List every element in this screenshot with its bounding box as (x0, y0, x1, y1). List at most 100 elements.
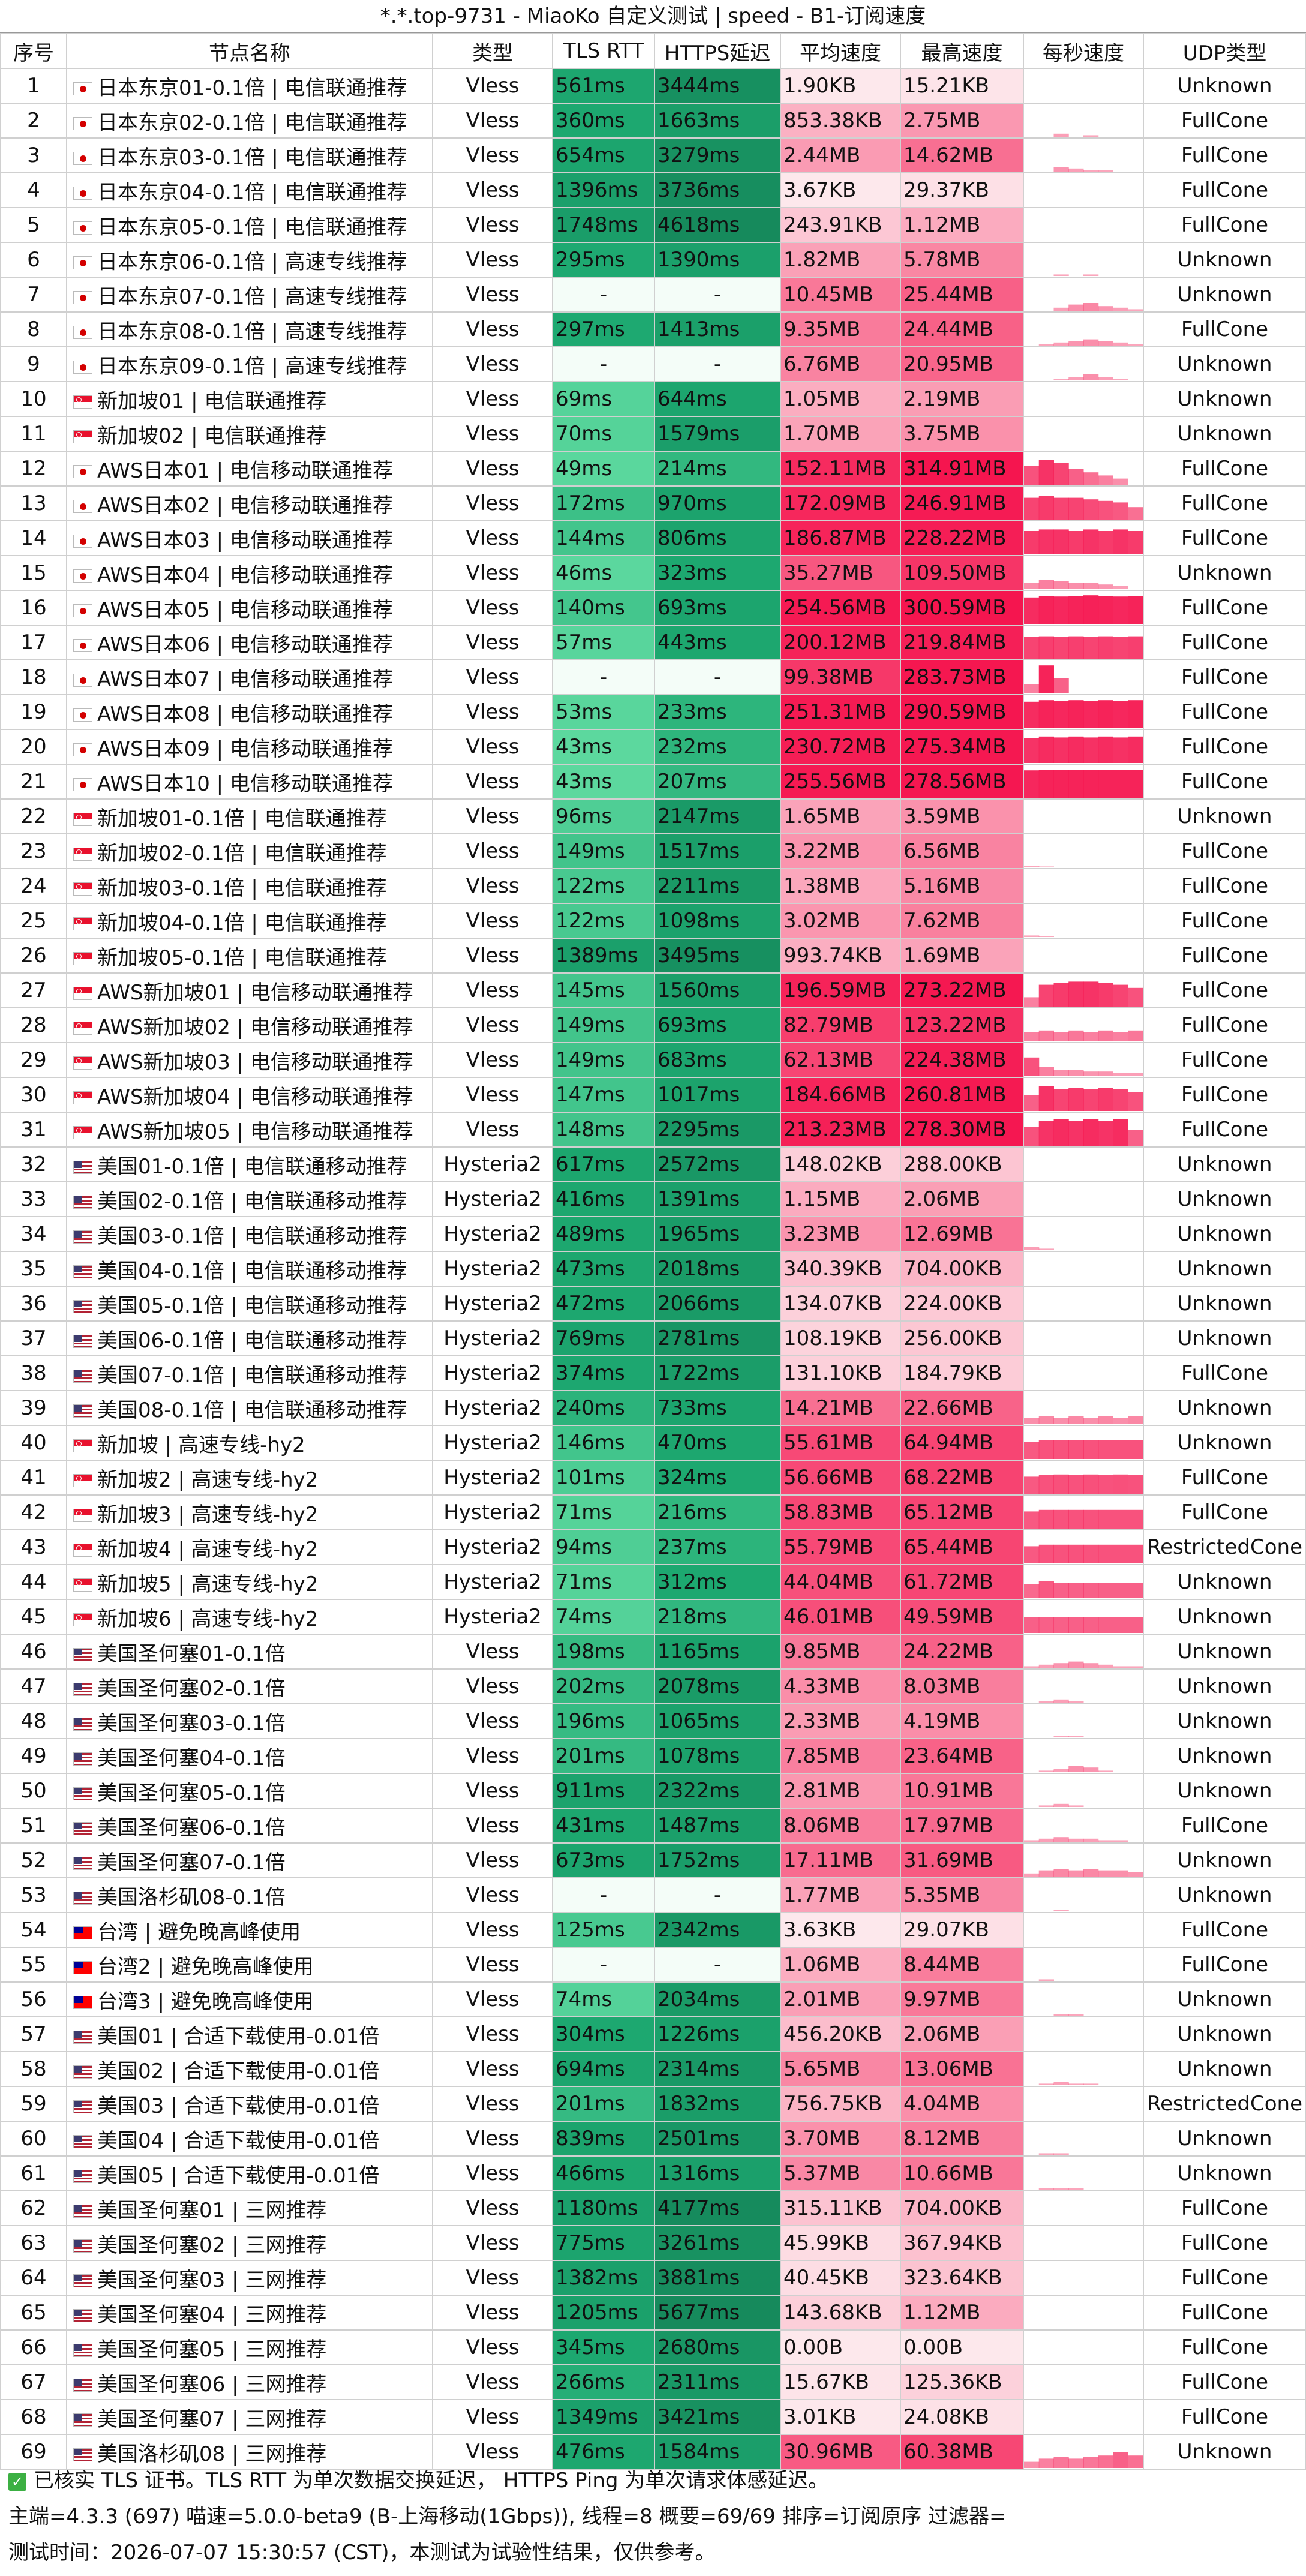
tls-rtt-cell: - (552, 1877, 655, 1913)
speed-sparkline-cell (1023, 1077, 1144, 1113)
udp-type-cell: FullCone (1143, 311, 1306, 347)
table-row: 38 美国07-0.1倍 | 电信联通移动推荐 Hysteria2 374ms 1722… (0, 1355, 1306, 1391)
speed-sparkline-cell (1023, 2295, 1144, 2331)
sparkline-bar (1025, 1476, 1040, 1494)
speed-sparkline (1024, 2227, 1143, 2259)
tls-rtt-cell: 74ms (552, 1981, 655, 2017)
flag-sg-icon (73, 1544, 92, 1557)
sparkline-bar (1025, 597, 1040, 624)
speed-sparkline (1024, 939, 1143, 972)
type-cell: Hysteria2 (432, 1564, 553, 1600)
node-name: 美国圣何塞02 | 三网推荐 (97, 2233, 327, 2257)
node-name: 美国圣何塞04 | 三网推荐 (97, 2302, 327, 2327)
udp-type-cell: FullCone (1143, 1808, 1306, 1844)
speed-sparkline-cell (1023, 1634, 1144, 1670)
udp-type-cell: FullCone (1143, 137, 1306, 173)
sparkline-bar (1113, 701, 1128, 728)
avg-speed-cell: 1.82MB (780, 242, 901, 278)
type-cell: Vless (432, 242, 553, 278)
max-speed-cell: 367.94KB (900, 2225, 1024, 2261)
sparkline-bar (1128, 1130, 1142, 1146)
flag-jp-icon (73, 535, 92, 548)
speed-sparkline (1053, 1736, 1084, 1737)
node-name-cell: AWS新加坡05 | 电信移动联通推荐 (66, 1112, 433, 1148)
speed-sparkline-cell (1023, 2016, 1144, 2052)
speed-sparkline-cell (1023, 103, 1144, 139)
type-cell: Vless (432, 1912, 553, 1948)
avg-speed-cell: 148.02KB (780, 1146, 901, 1182)
type-cell: Vless (432, 2329, 553, 2365)
speed-sparkline (1025, 496, 1142, 520)
node-name: 日本东京08-0.1倍 | 高速专线推荐 (97, 319, 407, 344)
node-name: 美国03-0.1倍 | 电信联通移动推荐 (97, 1224, 407, 1248)
type-cell: Hysteria2 (432, 1460, 553, 1496)
node-name: 新加坡 | 高速专线-hy2 (97, 1433, 305, 1457)
node-name: AWS新加坡01 | 电信移动联通推荐 (97, 980, 413, 1005)
sparkline-bar (1128, 1544, 1142, 1563)
sparkline-bar (1113, 379, 1128, 380)
https-latency-cell: 1098ms (654, 903, 781, 939)
udp-type-cell: FullCone (1143, 520, 1306, 556)
speed-sparkline-cell (1023, 1738, 1144, 1774)
https-latency-cell: 1560ms (654, 972, 781, 1008)
sparkline-bar (1038, 1805, 1054, 1807)
node-name: AWS新加坡02 | 电信移动联通推荐 (97, 1015, 413, 1040)
sparkline-bar (1098, 475, 1113, 485)
index-cell: 6 (0, 242, 67, 278)
table-row: 16 AWS日本05 | 电信移动联通推荐 Vless 140ms 693ms 254.5… (0, 590, 1306, 626)
flag-us-icon (73, 1683, 92, 1696)
https-latency-cell: 2078ms (654, 1668, 781, 1704)
type-cell: Vless (432, 277, 553, 313)
sparkline-bar (1025, 701, 1040, 728)
speed-sparkline (1024, 1183, 1143, 1215)
https-latency-cell: 2680ms (654, 2329, 781, 2365)
sparkline-bar (1038, 984, 1054, 1007)
sparkline-bar (1098, 770, 1113, 798)
sparkline-bar (1038, 2083, 1054, 2085)
node-name-cell: AWS日本07 | 电信移动联通推荐 (66, 659, 433, 695)
index-cell: 18 (0, 659, 67, 695)
sparkline-bar (1098, 531, 1113, 554)
speed-sparkline (1025, 1581, 1142, 1598)
sparkline-bar (1128, 1073, 1142, 1076)
sparkline-bar (1025, 738, 1040, 763)
speed-sparkline-cell (1023, 938, 1144, 974)
sparkline-bar (1053, 463, 1069, 485)
tls-rtt-cell: 49ms (552, 451, 655, 487)
sparkline-bar (1053, 701, 1069, 728)
index-cell: 67 (0, 2364, 67, 2400)
type-cell: Vless (432, 311, 553, 347)
sparkline-bar (1025, 1617, 1040, 1633)
udp-type-cell: FullCone (1143, 172, 1306, 208)
udp-type-cell: Unknown (1143, 1842, 1306, 1878)
index-cell: 42 (0, 1494, 67, 1530)
udp-type-cell: Unknown (1143, 416, 1306, 452)
https-latency-cell: 683ms (654, 1042, 781, 1078)
tls-rtt-cell: 125ms (552, 1912, 655, 1948)
sparkline-bar (1068, 1766, 1084, 1772)
type-cell: Vless (432, 2295, 553, 2331)
max-speed-cell: 7.62MB (900, 903, 1024, 939)
max-speed-cell: 31.69MB (900, 1842, 1024, 1878)
flag-jp-icon (73, 361, 92, 374)
tls-rtt-cell: 43ms (552, 764, 655, 800)
udp-type-cell: Unknown (1143, 1251, 1306, 1287)
node-name: 新加坡6 | 高速专线-hy2 (97, 1607, 319, 1631)
sparkline-bar (1038, 736, 1054, 763)
sparkline-bar (1098, 1870, 1113, 1877)
index-cell: 22 (0, 798, 67, 834)
type-cell: Vless (432, 381, 553, 417)
sparkline-bar (1038, 700, 1054, 728)
https-latency-cell: 216ms (654, 1494, 781, 1530)
tls-rtt-cell: 1180ms (552, 2190, 655, 2226)
node-name-cell: 美国01-0.1倍 | 电信联通移动推荐 (66, 1146, 433, 1182)
flag-sg-icon (73, 1439, 92, 1452)
https-latency-cell: 1413ms (654, 311, 781, 347)
speed-sparkline-cell (1023, 172, 1144, 208)
index-cell: 23 (0, 833, 67, 869)
max-speed-cell: 283.73MB (900, 659, 1024, 695)
node-name: 日本东京03-0.1倍 | 电信联通推荐 (97, 145, 407, 170)
https-latency-cell: 644ms (654, 381, 781, 417)
avg-speed-cell: 2.33MB (780, 1703, 901, 1739)
tls-rtt-cell: 473ms (552, 1251, 655, 1287)
